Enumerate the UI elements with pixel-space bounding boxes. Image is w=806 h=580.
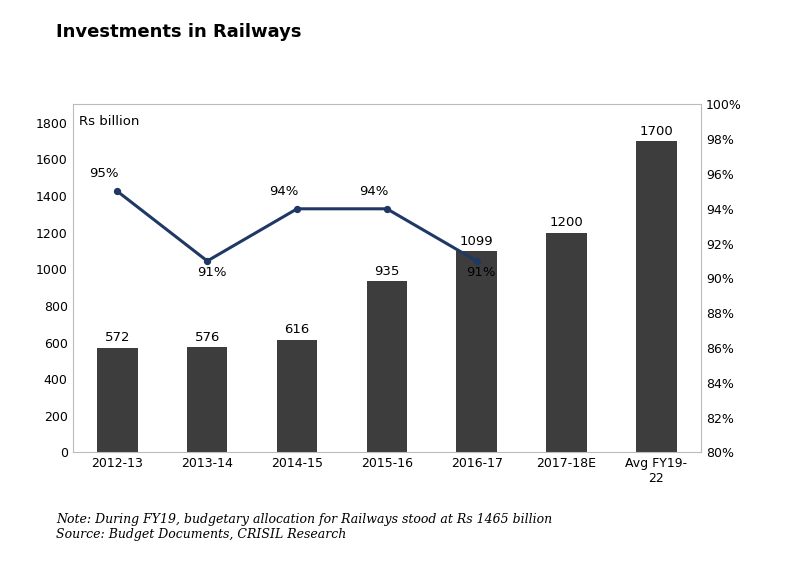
Text: 95%: 95% [89, 168, 118, 180]
Text: Investments in Railways: Investments in Railways [56, 23, 302, 41]
Text: 616: 616 [285, 323, 310, 336]
Bar [367, 281, 407, 452]
Bar [98, 347, 138, 452]
Point [111, 187, 124, 196]
Bar [636, 141, 676, 452]
Bar [187, 347, 227, 452]
Text: 91%: 91% [197, 266, 226, 280]
Text: 91%: 91% [467, 266, 496, 280]
Text: 94%: 94% [359, 185, 388, 198]
Bar [546, 233, 587, 452]
Text: 576: 576 [194, 331, 220, 343]
Text: 1700: 1700 [639, 125, 673, 137]
Text: Note: During FY19, budgetary allocation for Railways stood at Rs 1465 billion
So: Note: During FY19, budgetary allocation … [56, 513, 553, 541]
Point [380, 204, 393, 213]
Point [291, 204, 304, 213]
Point [470, 256, 483, 266]
Text: 1200: 1200 [550, 216, 584, 229]
Bar [456, 251, 496, 452]
Text: 94%: 94% [269, 185, 298, 198]
Text: 572: 572 [105, 331, 131, 345]
Text: 1099: 1099 [460, 235, 493, 248]
Bar [277, 339, 318, 452]
Text: 935: 935 [374, 265, 400, 278]
Point [201, 256, 214, 266]
Text: Rs billion: Rs billion [79, 115, 139, 128]
